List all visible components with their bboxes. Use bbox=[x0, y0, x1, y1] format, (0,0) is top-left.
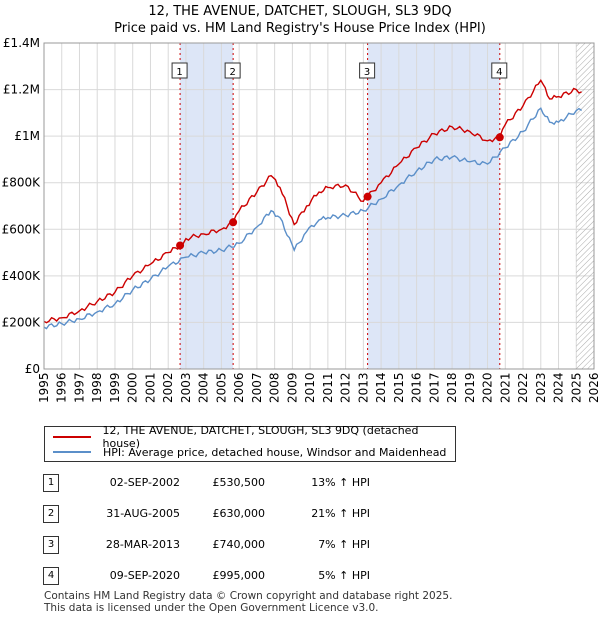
shaded-range-2 bbox=[367, 43, 500, 369]
sale-box-2 bbox=[224, 62, 241, 79]
x-tick-label: 2000 bbox=[126, 372, 140, 403]
sale-date: 31-AUG-2005 bbox=[106, 507, 180, 520]
price-chart: 1 2 3 4 £0 £200K £400K £600K £800K £1M £1.2M £1.4M… bbox=[2, 36, 600, 403]
table-row: 3 28-MAR-2013 £740,000 7% ↑ HPI bbox=[0, 536, 600, 556]
x-tick-label: 2013 bbox=[356, 372, 370, 403]
sale-box-label-4: 4 bbox=[496, 67, 502, 78]
table-row: 1 02-SEP-2002 £530,500 13% ↑ HPI bbox=[0, 474, 600, 494]
x-tick-label: 2017 bbox=[427, 372, 441, 403]
sale-box-label-3: 3 bbox=[364, 67, 370, 78]
legend-swatch-hpi bbox=[53, 451, 91, 453]
chart-subtitle: Price paid vs. HM Land Registry's House … bbox=[114, 21, 486, 36]
x-tick-label: 2021 bbox=[498, 372, 512, 403]
sale-price: £995,000 bbox=[212, 569, 266, 582]
legend-swatch-property bbox=[53, 436, 91, 438]
x-tick-label: 1995 bbox=[37, 372, 51, 403]
x-tick-label: 2018 bbox=[445, 372, 459, 403]
legend: 12, THE AVENUE, DATCHET, SLOUGH, SL3 9DQ… bbox=[44, 424, 456, 462]
sale-point-2 bbox=[229, 218, 238, 227]
x-tick-label: 1996 bbox=[55, 372, 69, 403]
x-tick-label: 1998 bbox=[90, 372, 104, 403]
table-row: 4 09-SEP-2020 £995,000 5% ↑ HPI bbox=[0, 567, 600, 587]
legend-label-hpi: HPI: Average price, detached house, Wind… bbox=[103, 445, 447, 459]
sale-hpi-change: 13% ↑ HPI bbox=[311, 476, 370, 489]
sale-price: £530,500 bbox=[212, 476, 266, 489]
y-tick-label: £400K bbox=[2, 269, 42, 283]
x-tick-label: 2003 bbox=[179, 372, 193, 403]
sale-hpi-change: 21% ↑ HPI bbox=[311, 507, 370, 520]
footer-copyright: Contains HM Land Registry data © Crown c… bbox=[44, 590, 453, 602]
y-tick-label: £800K bbox=[2, 176, 42, 190]
sale-box-3 bbox=[359, 62, 376, 79]
sale-number: 3 bbox=[43, 536, 59, 554]
sale-hpi-change: 7% ↑ HPI bbox=[318, 538, 370, 551]
chart-title: 12, THE AVENUE, DATCHET, SLOUGH, SL3 9DQ bbox=[148, 4, 452, 19]
table-row: 2 31-AUG-2005 £630,000 21% ↑ HPI bbox=[0, 505, 600, 525]
sale-number: 4 bbox=[43, 567, 59, 585]
sale-date: 28-MAR-2013 bbox=[105, 538, 180, 551]
sale-box-label-2: 2 bbox=[229, 67, 235, 78]
y-tick-label: £1.4M bbox=[3, 36, 40, 50]
sale-point-1 bbox=[176, 241, 185, 250]
hpi-line bbox=[43, 107, 583, 330]
legend-label-property: 12, THE AVENUE, DATCHET, SLOUGH, SL3 9DQ… bbox=[102, 424, 419, 450]
x-tick-label: 2008 bbox=[268, 372, 282, 403]
x-tick-label: 2026 bbox=[587, 372, 600, 403]
sale-point-3 bbox=[363, 192, 372, 201]
sale-date: 09-SEP-2020 bbox=[109, 569, 180, 582]
shaded-range-1 bbox=[180, 43, 234, 369]
plot-frame bbox=[43, 42, 595, 370]
x-tick-label: 2010 bbox=[303, 372, 317, 403]
sale-number: 1 bbox=[43, 474, 59, 492]
x-tick-label: 2004 bbox=[197, 372, 211, 403]
x-tick-label: 2012 bbox=[339, 372, 353, 403]
sale-hpi-change: 5% ↑ HPI bbox=[318, 569, 370, 582]
sale-point-4 bbox=[495, 133, 504, 142]
y-tick-label: £1M bbox=[14, 129, 40, 143]
x-tick-label: 2007 bbox=[250, 372, 264, 403]
x-tick-label: 2005 bbox=[214, 372, 228, 403]
legend-item-hpi: HPI: Average price, detached house, Wind… bbox=[53, 445, 446, 459]
x-tick-label: 2009 bbox=[285, 372, 299, 403]
x-tick-label: 2025 bbox=[569, 372, 583, 403]
sale-date: 02-SEP-2002 bbox=[109, 476, 180, 489]
x-tick-label: 2011 bbox=[321, 372, 335, 403]
x-tick-label: 2024 bbox=[552, 372, 566, 403]
x-tick-label: 2016 bbox=[410, 372, 424, 403]
y-tick-label: £200K bbox=[2, 315, 42, 329]
legend-item-property: 12, THE AVENUE, DATCHET, SLOUGH, SL3 9DQ… bbox=[53, 424, 455, 450]
x-tick-label: 2019 bbox=[463, 372, 477, 403]
x-tick-label: 1999 bbox=[108, 372, 122, 403]
x-tick-label: 2022 bbox=[516, 372, 530, 403]
footer-licence: This data is licensed under the Open Gov… bbox=[44, 602, 379, 614]
sale-price: £630,000 bbox=[212, 507, 266, 520]
x-tick-label: 2014 bbox=[374, 372, 388, 403]
x-tick-label: 1997 bbox=[72, 372, 86, 403]
x-tick-label: 2001 bbox=[143, 372, 157, 403]
sale-number: 2 bbox=[43, 505, 59, 523]
property-price-line bbox=[43, 78, 582, 324]
y-tick-label: £600K bbox=[2, 222, 42, 236]
x-tick-label: 2020 bbox=[481, 372, 495, 403]
hatched-region bbox=[576, 43, 594, 369]
sale-box-1 bbox=[171, 62, 188, 79]
x-tick-label: 2015 bbox=[392, 372, 406, 403]
sale-price: £740,000 bbox=[212, 538, 266, 551]
x-tick-label: 2006 bbox=[232, 372, 246, 403]
x-tick-label: 2002 bbox=[161, 372, 175, 403]
sale-box-4 bbox=[491, 62, 508, 79]
x-tick-label: 2023 bbox=[534, 372, 548, 403]
sale-box-label-1: 1 bbox=[176, 67, 182, 78]
y-tick-label: £0 bbox=[25, 362, 40, 376]
y-tick-label: £1.2M bbox=[3, 83, 40, 97]
